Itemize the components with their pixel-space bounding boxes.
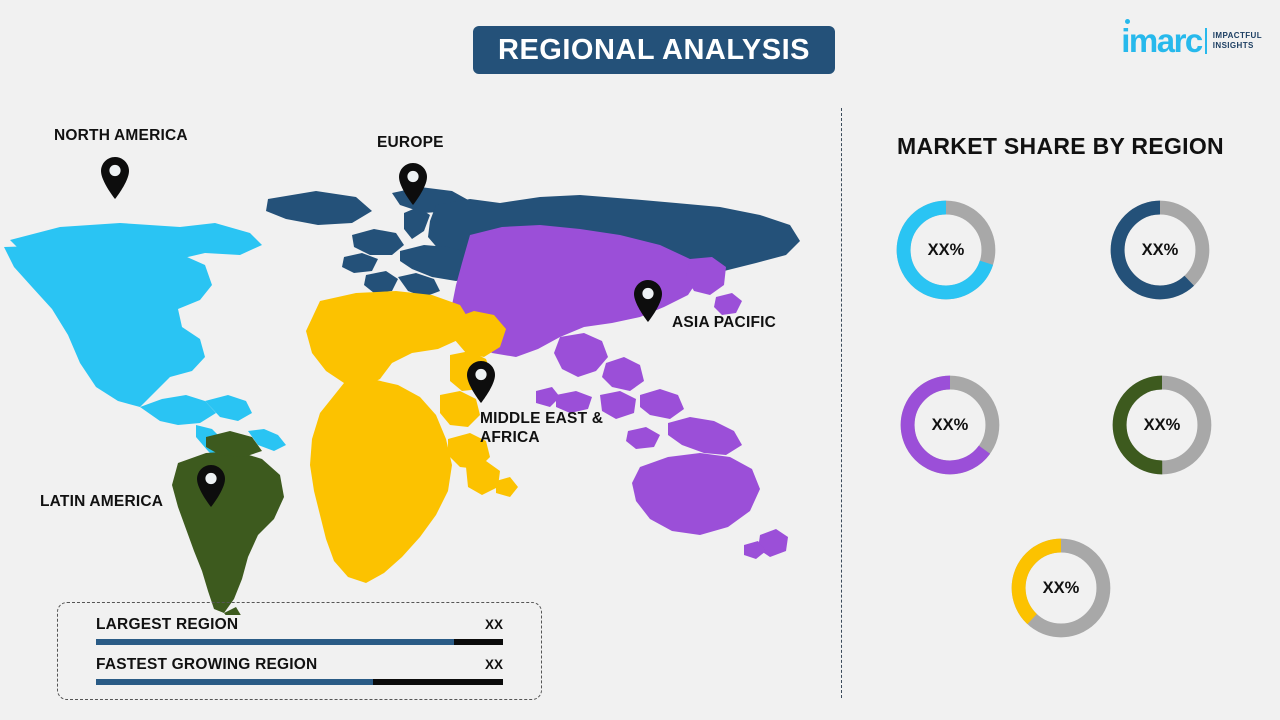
world-map: [0, 95, 830, 615]
map-region-latin-america: [172, 431, 284, 615]
map-pin-europe-icon: [398, 163, 428, 205]
logo-wordmark: imarc: [1121, 19, 1203, 59]
logo-mark-text: imarc: [1121, 22, 1203, 59]
legend-value-largest-region: XX: [484, 617, 503, 632]
panel-divider: [841, 108, 842, 698]
donut-label-north-america: XX%: [927, 240, 965, 259]
map-region-asia-pacific: [452, 225, 788, 559]
logo-divider: [1204, 27, 1207, 54]
map-label-middle-east-africa: MIDDLE EAST & AFRICA: [480, 410, 604, 447]
donut-label-middle-east-africa: XX%: [1042, 578, 1080, 597]
donut-label-europe: XX%: [1141, 240, 1179, 259]
map-pin-asia-pacific-icon: [633, 280, 663, 322]
donut-chart-europe: XX%: [1104, 194, 1216, 306]
map-region-north-america: [4, 223, 286, 473]
region-ranking-box: LARGEST REGION XX FASTEST GROWING REGION…: [57, 602, 542, 700]
page-title-banner: REGIONAL ANALYSIS: [473, 26, 835, 74]
legend-bar-track-largest-region: [96, 639, 503, 645]
map-pin-latin-america-icon: [196, 465, 226, 507]
imarc-logo: imarc IMPACTFUL INSIGHTS: [1121, 19, 1262, 59]
legend-bar-fill-fastest-growing-region: [96, 679, 373, 685]
map-label-latin-america: LATIN AMERICA: [40, 493, 164, 510]
logo-dot-icon: [1125, 19, 1131, 24]
legend-label-fastest-growing-region: FASTEST GROWING REGION: [96, 656, 318, 673]
donut-chart-middle-east-africa: XX%: [1005, 532, 1117, 644]
page-title: REGIONAL ANALYSIS: [498, 33, 810, 66]
market-share-panel-title: MARKET SHARE BY REGION: [897, 133, 1224, 159]
donut-chart-asia-pacific: XX%: [894, 369, 1006, 481]
legend-row-fastest-growing-region: FASTEST GROWING REGION XX: [96, 656, 503, 685]
legend-row-largest-region: LARGEST REGION XX: [96, 616, 503, 645]
logo-tagline-line1: IMPACTFUL: [1212, 30, 1262, 40]
map-region-middle-east-africa: [306, 291, 518, 583]
logo-tagline-line2: INSIGHTS: [1212, 40, 1254, 50]
map-label-asia-pacific: ASIA PACIFIC: [672, 314, 777, 331]
logo-tagline: IMPACTFUL INSIGHTS: [1213, 31, 1262, 51]
donut-chart-latin-america: XX%: [1106, 369, 1218, 481]
donut-chart-north-america: XX%: [890, 194, 1002, 306]
legend-value-fastest-growing-region: XX: [484, 657, 503, 672]
map-label-europe: EUROPE: [377, 134, 444, 151]
donut-label-latin-america: XX%: [1143, 415, 1181, 434]
map-pin-north-america-icon: [100, 157, 130, 199]
legend-label-largest-region: LARGEST REGION: [96, 616, 239, 633]
legend-bar-fill-largest-region: [96, 639, 455, 645]
map-pin-middle-east-africa-icon: [466, 361, 496, 403]
legend-bar-track-fastest-growing-region: [96, 679, 503, 685]
donut-label-asia-pacific: XX%: [931, 415, 969, 434]
map-label-north-america: NORTH AMERICA: [54, 127, 188, 144]
